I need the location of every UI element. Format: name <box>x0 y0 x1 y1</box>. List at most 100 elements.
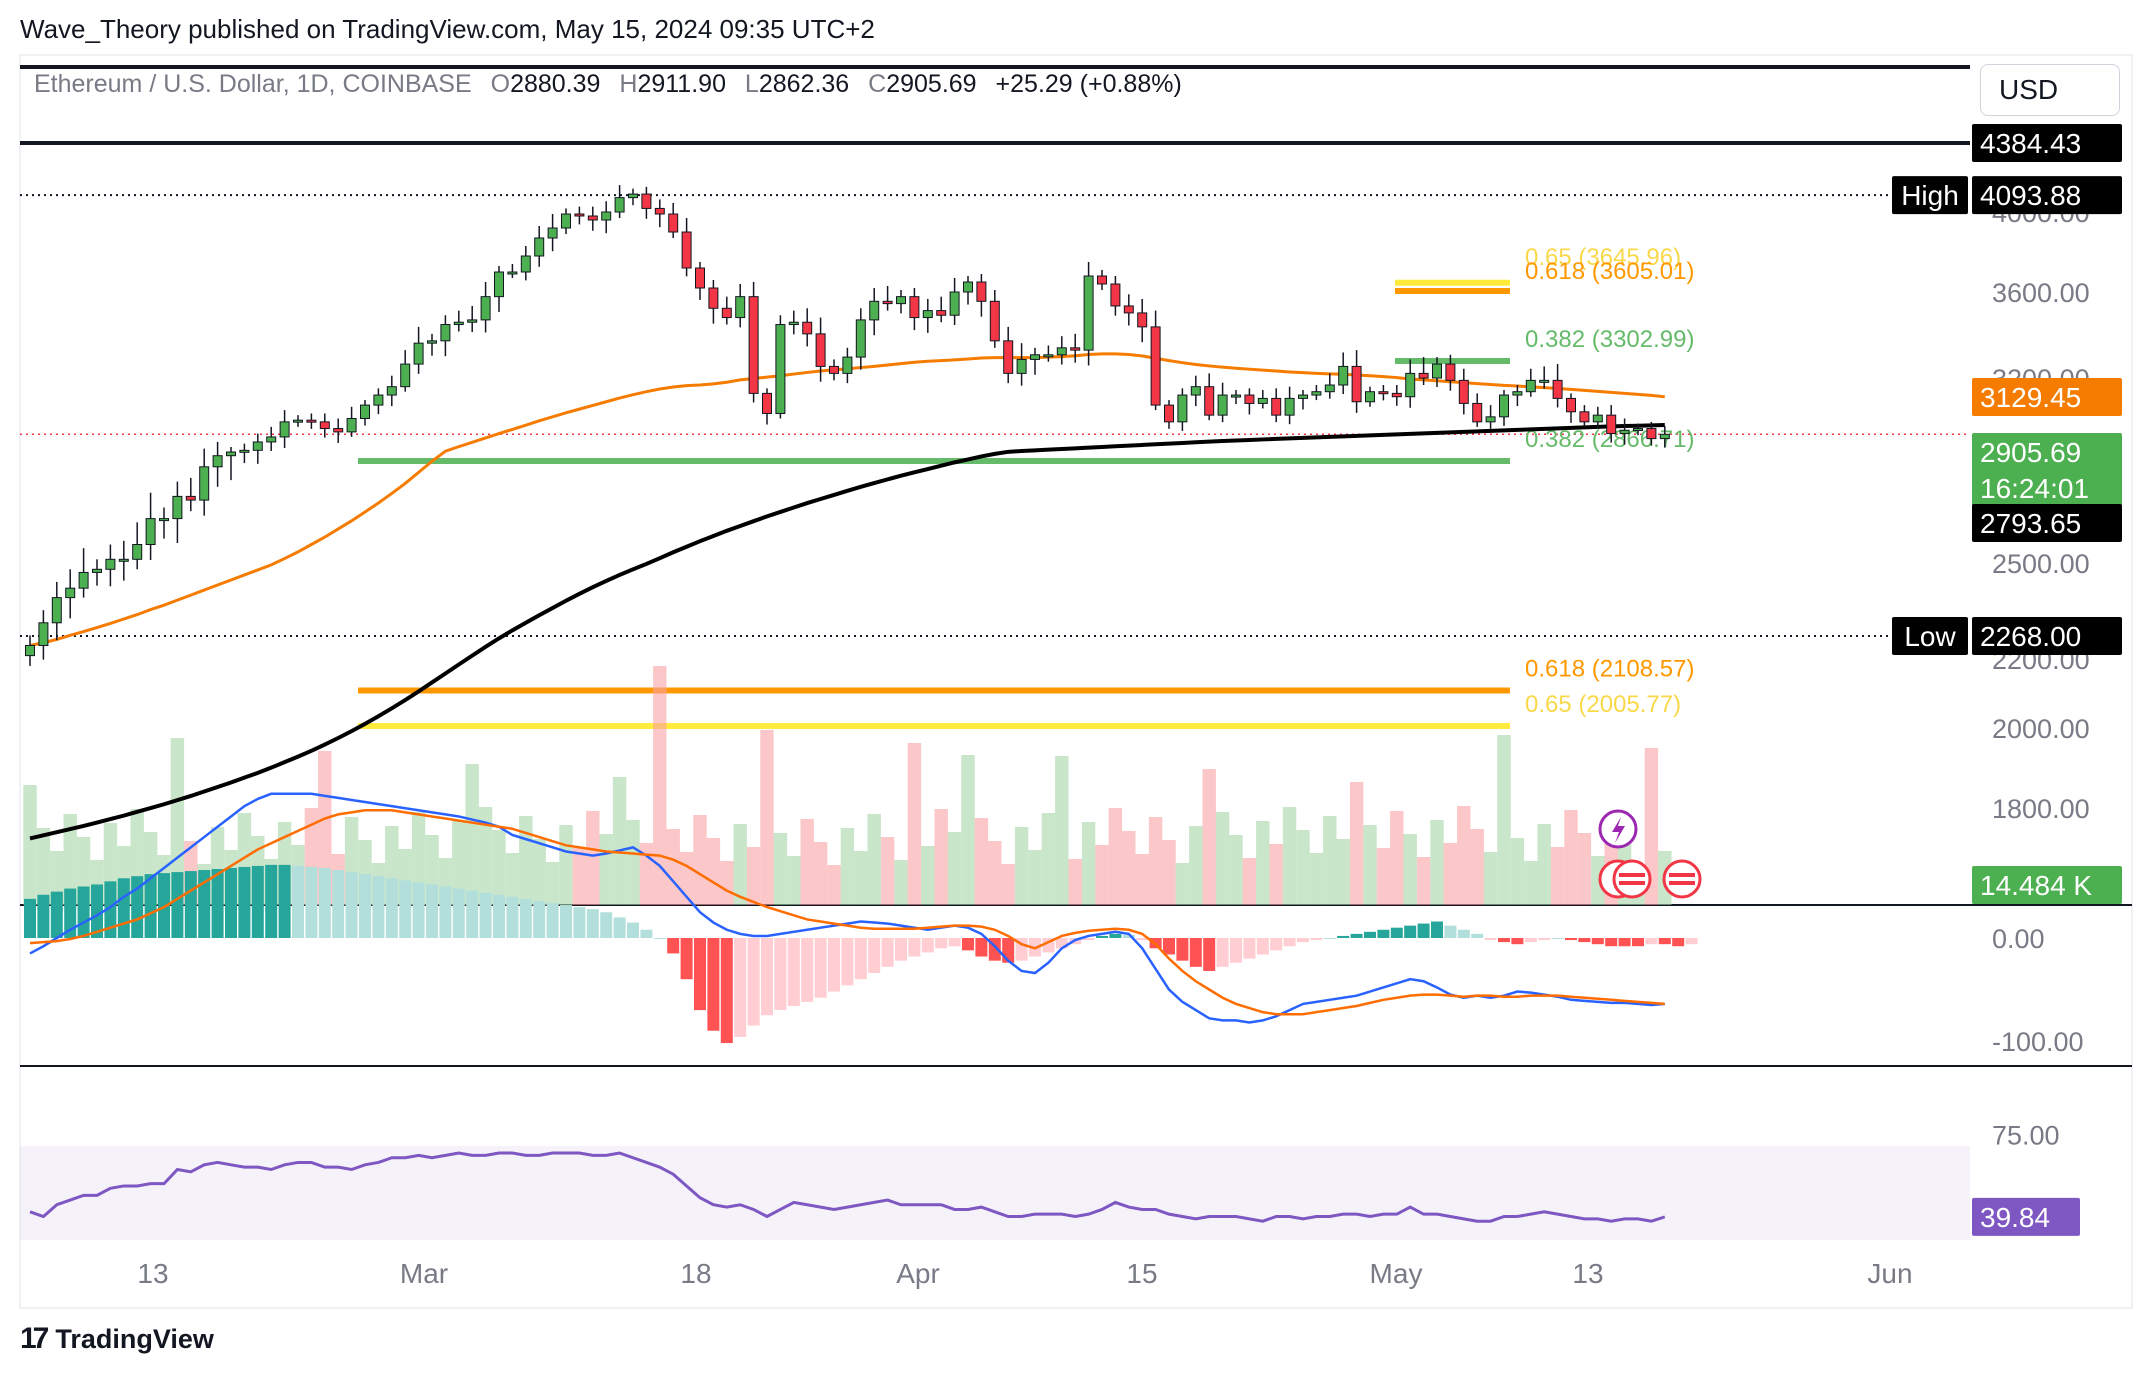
candle-body[interactable] <box>507 271 518 275</box>
candle-body[interactable] <box>306 419 317 423</box>
candle-body[interactable] <box>467 319 478 323</box>
candle-body[interactable] <box>239 449 250 453</box>
candle-body[interactable] <box>1552 379 1563 399</box>
us-flag-event-icon[interactable] <box>1662 859 1702 899</box>
candle-body[interactable] <box>373 394 384 406</box>
candle-body[interactable] <box>628 193 638 199</box>
candle-body[interactable] <box>1284 397 1295 416</box>
candle-body[interactable] <box>1351 365 1362 403</box>
candle-body[interactable] <box>842 356 853 374</box>
candle-body[interactable] <box>681 231 692 269</box>
macd-signal-line[interactable] <box>29 809 1665 1016</box>
candle-body[interactable] <box>574 213 585 217</box>
candle-body[interactable] <box>266 436 277 443</box>
candle-body[interactable] <box>51 597 62 624</box>
candle-body[interactable] <box>1539 379 1550 383</box>
candle-body[interactable] <box>65 587 76 599</box>
candle-body[interactable] <box>802 321 813 335</box>
candle-body[interactable] <box>1003 340 1014 374</box>
candle-body[interactable] <box>735 296 746 319</box>
candle-body[interactable] <box>212 455 223 468</box>
candle-body[interactable] <box>1659 433 1670 440</box>
candle-body[interactable] <box>815 333 826 367</box>
candle-body[interactable] <box>333 428 344 433</box>
candle-body[interactable] <box>1365 391 1375 403</box>
candle-body[interactable] <box>293 419 303 423</box>
candle-body[interactable] <box>1432 363 1442 379</box>
ema200-line[interactable] <box>29 423 1665 841</box>
candle-body[interactable] <box>869 300 880 321</box>
candle-body[interactable] <box>1030 354 1040 360</box>
candle-body[interactable] <box>1579 411 1590 423</box>
candle-body[interactable] <box>1083 275 1094 351</box>
symbol-name[interactable]: Ethereum / U.S. Dollar, 1D, COINBASE <box>34 70 472 98</box>
candle-body[interactable] <box>1512 391 1523 396</box>
candle-body[interactable] <box>1633 428 1643 432</box>
candle-body[interactable] <box>976 281 987 302</box>
candle-body[interactable] <box>1244 394 1255 404</box>
candle-body[interactable] <box>1418 372 1429 379</box>
candle-body[interactable] <box>427 340 437 344</box>
candle-body[interactable] <box>695 267 705 289</box>
candle-body[interactable] <box>1592 414 1603 423</box>
candle-body[interactable] <box>654 207 665 215</box>
candle-body[interactable] <box>400 363 411 388</box>
candle-body[interactable] <box>963 281 973 293</box>
candle-body[interactable] <box>1097 275 1107 285</box>
candle-body[interactable] <box>252 441 263 451</box>
candle-body[interactable] <box>708 287 719 309</box>
candle-body[interactable] <box>38 622 49 646</box>
candle-body[interactable] <box>360 404 370 420</box>
candle-body[interactable] <box>159 518 169 522</box>
candle-body[interactable] <box>1070 347 1081 351</box>
candle-body[interactable] <box>748 296 759 394</box>
candle-body[interactable] <box>494 271 504 298</box>
candle-body[interactable] <box>1298 394 1308 399</box>
candle-body[interactable] <box>668 213 679 233</box>
candle-body[interactable] <box>480 296 491 321</box>
candle-body[interactable] <box>1311 391 1322 396</box>
candle-body[interactable] <box>226 451 236 457</box>
rsi-line[interactable] <box>29 1151 1666 1223</box>
candle-body[interactable] <box>1606 414 1617 435</box>
candle-body[interactable] <box>775 324 786 414</box>
candle-body[interactable] <box>1646 428 1657 440</box>
candle-body[interactable] <box>534 237 545 257</box>
candle-body[interactable] <box>172 495 183 520</box>
symbol-legend[interactable]: Ethereum / U.S. Dollar, 1D, COINBASE O28… <box>34 70 1182 99</box>
candle-body[interactable] <box>1338 365 1349 386</box>
candle-body[interactable] <box>1391 392 1402 398</box>
candle-body[interactable] <box>520 255 531 273</box>
candle-body[interactable] <box>1324 384 1335 393</box>
candle-body[interactable] <box>1485 416 1496 423</box>
candle-body[interactable] <box>386 386 397 396</box>
candle-body[interactable] <box>199 466 210 501</box>
candle-body[interactable] <box>1043 354 1054 358</box>
candle-body[interactable] <box>721 307 732 319</box>
candle-body[interactable] <box>319 421 330 430</box>
candle-body[interactable] <box>909 296 920 319</box>
candle-body[interactable] <box>1619 429 1630 435</box>
candle-body[interactable] <box>1405 372 1416 398</box>
candle-body[interactable] <box>105 558 116 570</box>
candle-body[interactable] <box>547 227 558 239</box>
candle-body[interactable] <box>1204 386 1215 416</box>
candle-body[interactable] <box>1458 379 1469 404</box>
candle-body[interactable] <box>25 644 35 657</box>
candle-body[interactable] <box>1137 312 1148 328</box>
candle-body[interactable] <box>788 321 799 326</box>
candle-body[interactable] <box>440 324 451 342</box>
candle-body[interactable] <box>1257 397 1268 404</box>
candle-body[interactable] <box>1190 386 1201 396</box>
candle-body[interactable] <box>855 319 866 358</box>
candle-body[interactable] <box>413 342 424 365</box>
candle-body[interactable] <box>587 215 598 221</box>
candle-body[interactable] <box>346 418 357 433</box>
candle-body[interactable] <box>829 365 839 374</box>
candle-body[interactable] <box>641 193 652 209</box>
candle-body[interactable] <box>279 421 290 438</box>
candle-body[interactable] <box>1525 379 1536 393</box>
candle-body[interactable] <box>1056 347 1067 356</box>
candle-body[interactable] <box>1231 394 1241 398</box>
